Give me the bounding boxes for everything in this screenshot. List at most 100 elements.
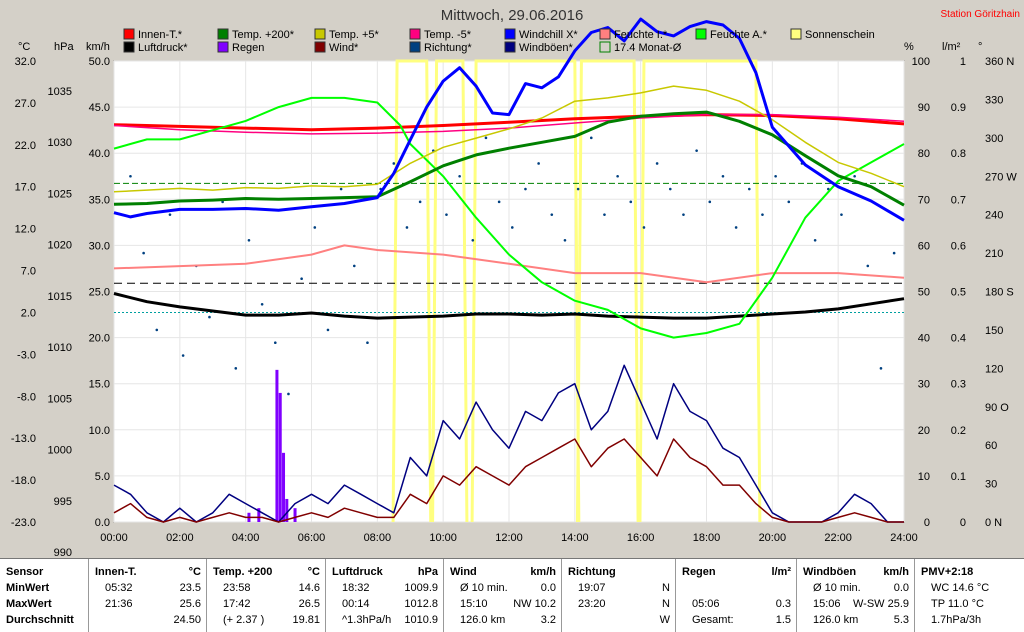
right-unit-label: ° xyxy=(978,41,982,53)
kmh-tick-label: 5.0 xyxy=(95,471,110,483)
stats-cell-value: 24.50 xyxy=(173,614,201,626)
stats-cell-value: 1012.8 xyxy=(404,598,438,610)
direction-dot xyxy=(497,200,501,204)
series-line xyxy=(113,17,905,222)
series-line xyxy=(113,364,904,523)
x-tick-label: 08:00 xyxy=(364,532,392,544)
stats-cell-value: W-SW 25.9 xyxy=(852,598,909,610)
kmh-tick-label: 25.0 xyxy=(89,287,110,299)
direction-dot xyxy=(642,226,646,229)
direction-dot xyxy=(747,187,751,191)
stats-column-header: Temp. +200 xyxy=(213,566,273,578)
direction-dot xyxy=(405,226,409,229)
temp-tick-label: -8.0 xyxy=(17,391,36,403)
stats-cell-label: 21:36 xyxy=(105,598,133,610)
stats-cell-label: 15:06 xyxy=(813,598,841,610)
x-tick-label: 22:00 xyxy=(824,532,852,544)
series-line xyxy=(113,292,905,320)
pct-tick-label: 30 xyxy=(918,379,930,391)
legend-swatch xyxy=(504,28,516,40)
stats-column-unit: hPa xyxy=(417,566,438,578)
x-tick-label: 14:00 xyxy=(561,532,589,544)
direction-tick-label: 210 xyxy=(985,248,1003,260)
direction-dot xyxy=(352,264,356,268)
direction-dot xyxy=(168,213,172,216)
x-tick-label: 04:00 xyxy=(232,532,260,544)
sunshine-interval xyxy=(470,59,581,523)
stats-cell-value: W xyxy=(659,614,670,626)
rain-tick-label: 0.8 xyxy=(951,148,966,160)
rain-bar xyxy=(285,498,289,522)
direction-tick-label: 30 xyxy=(985,479,997,491)
rain-tick-label: 0.5 xyxy=(951,287,966,299)
weather-chart: 32.0 27.0 22.0 17.0 12.0 7.0 2.0 -3.0 -8.0 -13.0 -… xyxy=(11,7,1020,558)
sunshine-interval xyxy=(575,59,640,523)
direction-tick-label: 270 W xyxy=(985,171,1017,183)
direction-dot xyxy=(563,238,567,242)
legend-label: Temp. -5* xyxy=(424,29,472,41)
stats-column: Temp. +200 °C 23:58 14.6 17:42 26.5 (+ 2.37 ) 1… xyxy=(206,559,326,632)
rain-tick-label: 0.2 xyxy=(951,425,966,437)
direction-dot xyxy=(774,174,777,178)
legend-label: Regen xyxy=(232,42,264,54)
legend-label: Windböen* xyxy=(519,42,574,54)
direction-dot xyxy=(326,328,330,332)
direction-dot xyxy=(826,187,830,191)
temp-tick-label: 27.0 xyxy=(15,98,36,110)
stats-cell-label: 17:42 xyxy=(223,598,251,610)
direction-dot xyxy=(853,174,856,178)
x-tick-label: 12:00 xyxy=(495,532,523,544)
x-tick-label: 00:00 xyxy=(100,532,128,544)
legend-label: 17.4 Monat-Ø xyxy=(614,42,682,54)
left-unit-label: hPa xyxy=(54,41,74,53)
legend-label: Windchill X* xyxy=(519,29,578,41)
stats-column-header: Sensor xyxy=(6,566,44,578)
pct-tick-label: 10 xyxy=(918,471,930,483)
right-unit-label: l/m² xyxy=(942,41,961,53)
direction-dot xyxy=(866,264,870,268)
kmh-tick-label: 20.0 xyxy=(89,333,110,345)
pct-tick-label: 70 xyxy=(918,194,930,206)
stats-cell-label: 18:32 xyxy=(342,582,370,594)
legend-label: Temp. +200* xyxy=(232,29,295,41)
temp-tick-label: 32.0 xyxy=(15,56,36,68)
direction-dot xyxy=(129,174,132,178)
rain-bar xyxy=(282,452,286,522)
direction-dot xyxy=(313,226,317,229)
direction-dot xyxy=(589,136,593,140)
sunshine-interval xyxy=(431,59,469,523)
direction-dot xyxy=(576,187,580,191)
stats-cell-label: Durchschnitt xyxy=(6,614,74,626)
legend-swatch xyxy=(790,28,802,40)
stats-column: Richtung 19:07 N 23:20 N W xyxy=(561,559,676,632)
direction-tick-label: 360 N xyxy=(985,56,1014,68)
pct-tick-label: 0 xyxy=(924,517,930,529)
stats-cell-value: 3.2 xyxy=(540,614,556,626)
series-line xyxy=(113,113,905,132)
temp-tick-label: 22.0 xyxy=(15,140,36,152)
pressure-tick-label: 1010 xyxy=(48,342,72,354)
x-tick-label: 16:00 xyxy=(627,532,655,544)
temp-tick-label: -13.0 xyxy=(11,433,36,445)
series-line xyxy=(113,96,905,339)
direction-dot xyxy=(260,303,264,306)
direction-dot xyxy=(339,187,343,191)
rain-tick-label: 0.7 xyxy=(951,194,966,206)
direction-dot xyxy=(471,238,475,242)
direction-dot xyxy=(695,149,698,152)
rain-tick-label: 0 xyxy=(960,517,966,529)
stats-cell-value: NW 10.2 xyxy=(513,598,556,610)
stats-cell-value: N xyxy=(662,582,670,594)
stats-cell-label: Ø 10 min. xyxy=(460,582,508,594)
pct-tick-label: 80 xyxy=(918,148,930,160)
direction-dot xyxy=(392,162,396,165)
stats-column-unit: °C xyxy=(188,566,201,578)
direction-dot xyxy=(510,226,514,229)
stats-cell-value: 0.0 xyxy=(540,582,556,594)
stats-cell-value: 1010.9 xyxy=(404,614,438,626)
rain-tick-label: 0.4 xyxy=(951,333,966,345)
stats-cell-label: ^1.3hPa/h xyxy=(342,614,392,626)
stats-column: Luftdruck hPa 18:32 1009.9 00:14 1012.8 ^1.3hP… xyxy=(325,559,444,632)
direction-dot xyxy=(879,367,883,370)
stats-column-unit: km/h xyxy=(530,566,556,578)
